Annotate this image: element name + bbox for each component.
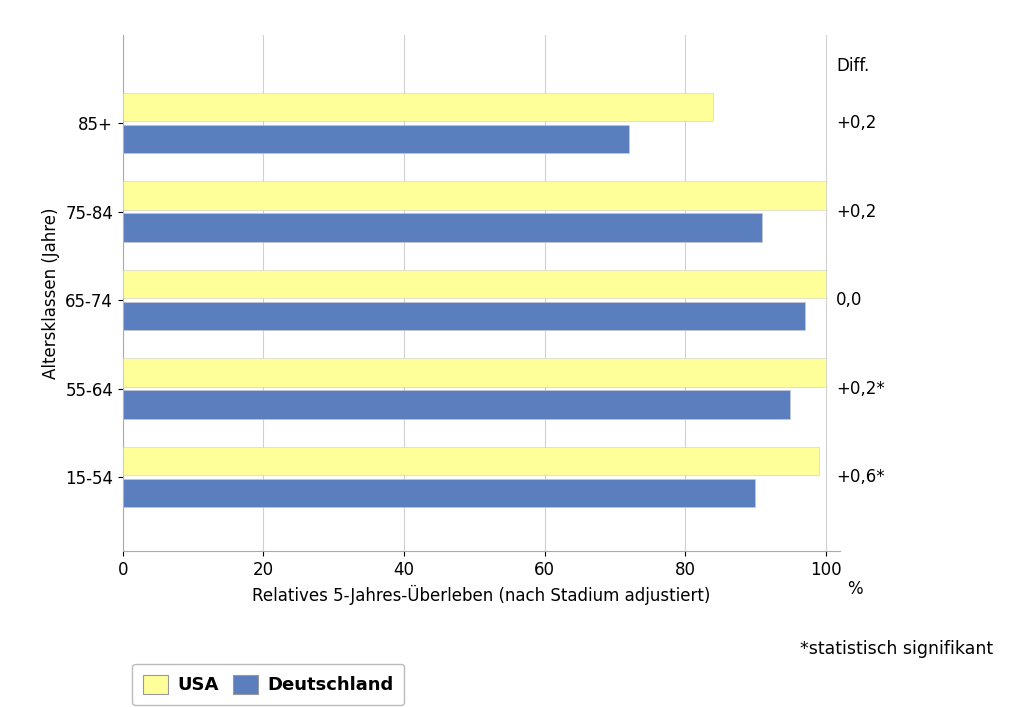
Text: +0,6*: +0,6* (837, 468, 885, 486)
Bar (123, 447, 818, 475)
Bar (123, 270, 825, 298)
Text: +0,2: +0,2 (837, 114, 877, 132)
Bar (123, 479, 756, 507)
Text: *statistisch signifikant: *statistisch signifikant (800, 640, 993, 658)
Text: %: % (847, 580, 862, 598)
Bar (123, 390, 791, 419)
X-axis label: Relatives 5-Jahres-Überleben (nach Stadium adjustiert): Relatives 5-Jahres-Überleben (nach Stadi… (252, 585, 711, 604)
Bar (123, 302, 805, 330)
Y-axis label: Altersklassen (Jahre): Altersklassen (Jahre) (42, 208, 59, 379)
Bar (123, 124, 629, 153)
Bar (123, 182, 825, 210)
Bar (123, 358, 825, 387)
Text: +0,2*: +0,2* (837, 380, 885, 397)
Text: 0,0: 0,0 (837, 291, 862, 309)
Bar (123, 214, 763, 242)
Bar (123, 93, 713, 121)
Text: +0,2: +0,2 (837, 202, 877, 221)
Text: Diff.: Diff. (837, 57, 869, 75)
Legend: USA, Deutschland: USA, Deutschland (132, 664, 404, 706)
